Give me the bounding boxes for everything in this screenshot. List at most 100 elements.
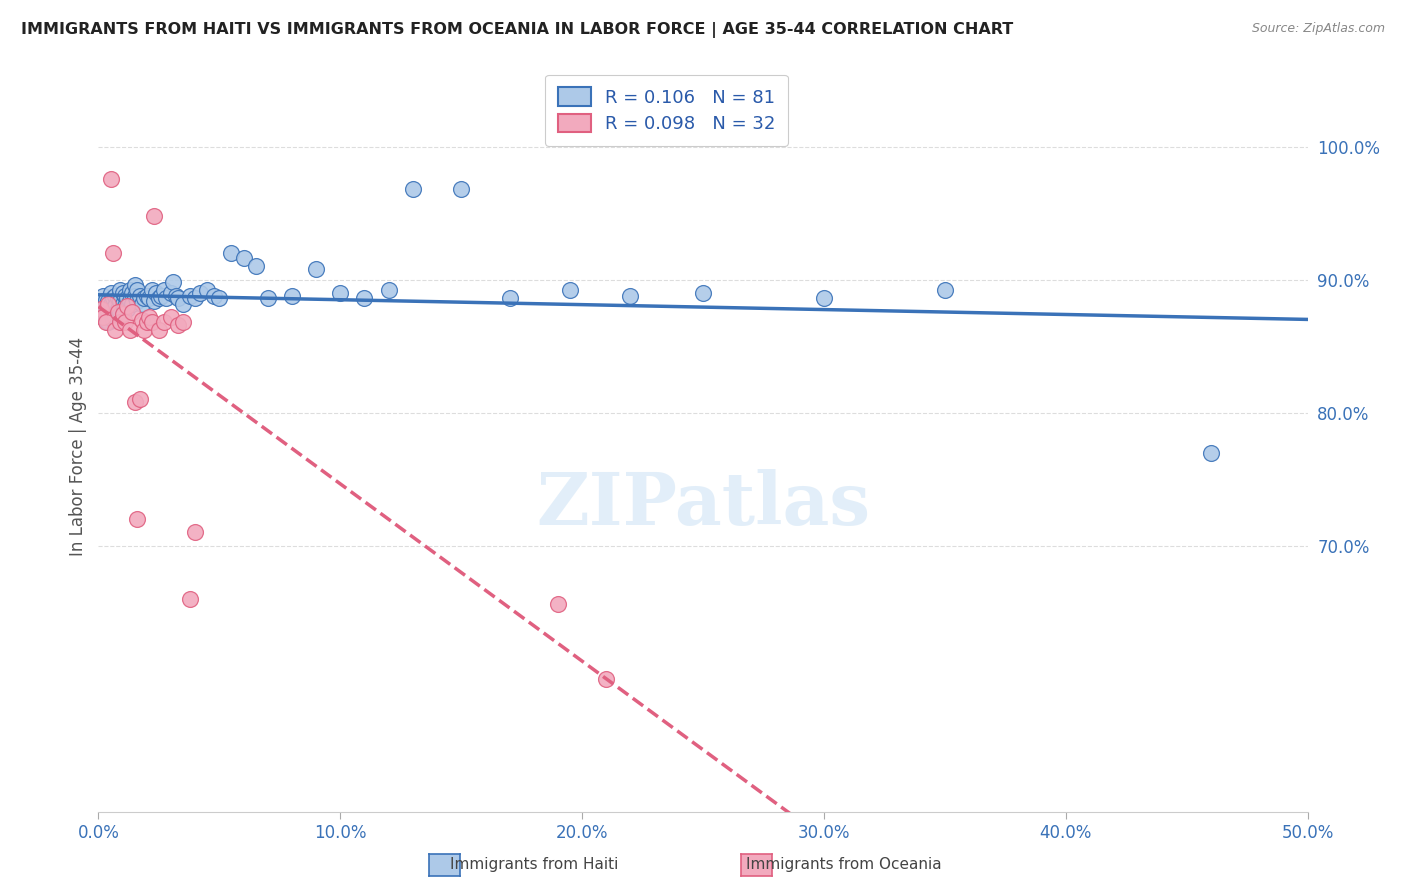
- Point: [124, 289, 146, 303]
- Y-axis label: In Labor Force | Age 35-44: In Labor Force | Age 35-44: [69, 336, 87, 556]
- Point: [91, 301, 114, 316]
- Point: [91, 310, 114, 324]
- Point: [134, 323, 156, 337]
- Point: [402, 182, 425, 196]
- Point: [111, 286, 134, 301]
- Point: [143, 293, 166, 308]
- Point: [131, 312, 153, 326]
- Point: [135, 315, 157, 329]
- Text: ZIPatlas: ZIPatlas: [536, 469, 870, 540]
- Point: [111, 307, 134, 321]
- Point: [114, 315, 136, 329]
- Point: [114, 289, 136, 303]
- Point: [162, 276, 184, 290]
- Point: [100, 286, 122, 301]
- Point: [208, 292, 231, 306]
- Point: [117, 292, 139, 306]
- Point: [97, 304, 120, 318]
- Point: [195, 284, 218, 298]
- Point: [179, 591, 201, 606]
- Point: [245, 260, 267, 274]
- Point: [450, 182, 472, 196]
- Point: [97, 296, 120, 310]
- Point: [547, 597, 569, 611]
- Point: [117, 299, 139, 313]
- Point: [128, 289, 150, 303]
- Point: [124, 395, 146, 409]
- Point: [148, 292, 170, 306]
- Point: [101, 301, 124, 316]
- Point: [121, 296, 143, 310]
- Point: [692, 286, 714, 301]
- Point: [934, 284, 956, 298]
- Point: [141, 284, 163, 298]
- Point: [100, 171, 122, 186]
- Point: [172, 315, 194, 329]
- Point: [150, 289, 173, 303]
- Point: [90, 296, 112, 310]
- Point: [107, 301, 129, 316]
- Point: [108, 304, 131, 318]
- Point: [813, 292, 835, 306]
- Point: [121, 286, 143, 301]
- Point: [167, 292, 190, 306]
- Point: [498, 292, 520, 306]
- Point: [155, 292, 177, 306]
- Point: [90, 304, 112, 318]
- Point: [127, 293, 149, 308]
- Point: [100, 296, 122, 310]
- Point: [256, 292, 278, 306]
- Legend: R = 0.106   N = 81, R = 0.098   N = 32: R = 0.106 N = 81, R = 0.098 N = 32: [546, 75, 787, 146]
- Point: [118, 293, 141, 308]
- Point: [135, 289, 157, 303]
- Point: [305, 262, 328, 277]
- Point: [152, 315, 174, 329]
- Point: [138, 310, 160, 324]
- Point: [108, 293, 131, 308]
- Point: [107, 304, 129, 318]
- Point: [558, 284, 581, 298]
- Point: [117, 301, 139, 316]
- Point: [114, 299, 136, 313]
- Point: [94, 293, 117, 307]
- Point: [131, 296, 153, 310]
- Point: [104, 289, 127, 303]
- Point: [184, 292, 207, 306]
- Point: [281, 289, 304, 303]
- Point: [97, 293, 120, 308]
- Point: [94, 315, 117, 329]
- Point: [104, 310, 127, 324]
- Point: [179, 289, 201, 303]
- Point: [232, 252, 254, 266]
- Point: [377, 284, 399, 298]
- Point: [108, 284, 131, 298]
- Text: Source: ZipAtlas.com: Source: ZipAtlas.com: [1251, 22, 1385, 36]
- Point: [97, 315, 120, 329]
- Point: [91, 310, 114, 324]
- Point: [118, 284, 141, 298]
- Point: [111, 296, 134, 310]
- Point: [108, 315, 131, 329]
- Point: [101, 312, 124, 326]
- Point: [160, 286, 183, 301]
- Point: [165, 289, 187, 303]
- Point: [121, 304, 143, 318]
- Point: [101, 246, 124, 260]
- Point: [143, 209, 166, 223]
- Point: [619, 289, 641, 303]
- Point: [329, 286, 352, 301]
- Point: [167, 318, 190, 332]
- Point: [90, 301, 112, 316]
- Text: IMMIGRANTS FROM HAITI VS IMMIGRANTS FROM OCEANIA IN LABOR FORCE | AGE 35-44 CORR: IMMIGRANTS FROM HAITI VS IMMIGRANTS FROM…: [21, 22, 1014, 38]
- Point: [138, 292, 160, 306]
- Point: [124, 278, 146, 293]
- Point: [118, 323, 141, 337]
- Point: [184, 525, 207, 540]
- Point: [94, 301, 117, 316]
- Point: [128, 392, 150, 407]
- Point: [160, 310, 183, 324]
- Point: [1199, 445, 1222, 459]
- Text: Immigrants from Haiti: Immigrants from Haiti: [450, 857, 619, 872]
- Point: [188, 286, 211, 301]
- Point: [111, 307, 134, 321]
